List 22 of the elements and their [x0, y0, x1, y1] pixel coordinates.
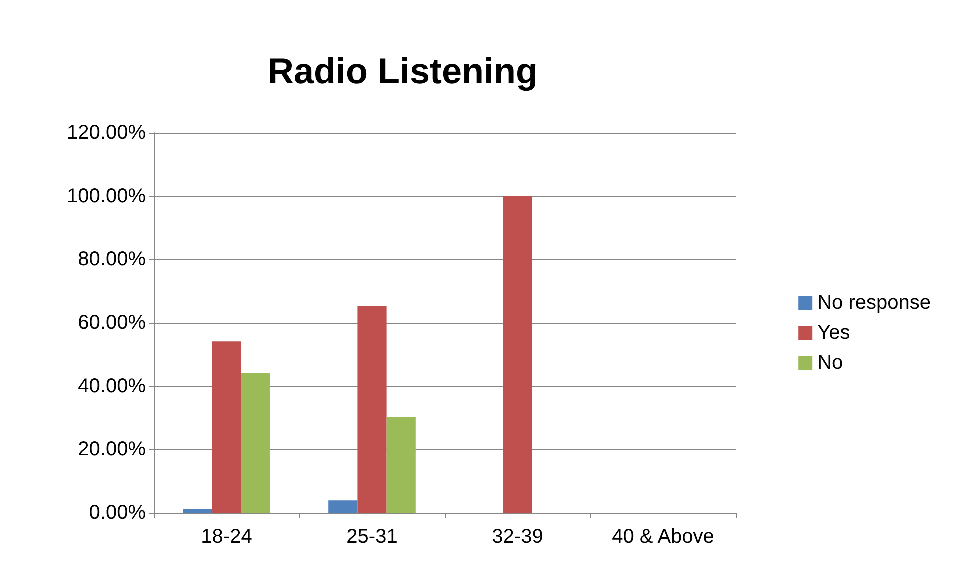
- x-tick-label: 18-24: [201, 526, 252, 548]
- y-tick-label: 60.00%: [78, 312, 146, 334]
- x-tick-label: 25-31: [346, 526, 398, 548]
- legend-label: No: [818, 352, 844, 374]
- y-tick-label: 40.00%: [78, 375, 146, 398]
- x-tick-label: 32-39: [492, 526, 544, 548]
- bar: [183, 509, 212, 513]
- y-tick-label: 120.00%: [67, 122, 146, 144]
- y-tick-label: 100.00%: [67, 185, 146, 208]
- legend-label: No response: [818, 292, 932, 314]
- y-tick-label: 20.00%: [78, 438, 146, 461]
- chart-title: Radio Listening: [268, 50, 538, 92]
- bar: [386, 417, 416, 513]
- legend-label: Yes: [818, 322, 850, 344]
- bar: [358, 306, 387, 513]
- bar: [503, 196, 532, 513]
- x-tick-label: 40 & Above: [612, 526, 714, 548]
- y-tick-label: 0.00%: [89, 502, 146, 524]
- bar: [212, 342, 242, 513]
- y-tick-label: 80.00%: [78, 248, 146, 271]
- bar: [328, 500, 358, 513]
- bar: [241, 373, 270, 513]
